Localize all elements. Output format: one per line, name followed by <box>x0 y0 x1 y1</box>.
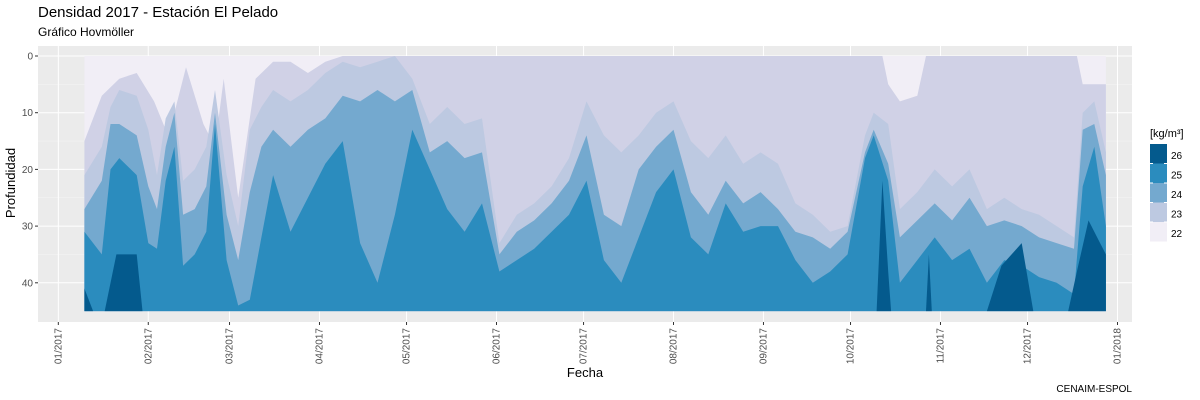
y-tick-label-3: 30 <box>22 222 34 233</box>
x-tick-label-10: 11/2017 <box>935 328 946 364</box>
density-band-26-patch-0 <box>84 288 94 312</box>
legend-title: [kg/m³] <box>1150 128 1184 140</box>
legend-label-25: 25 <box>1171 171 1183 182</box>
density-band-25b <box>84 124 1106 312</box>
caption-credit: CENAIM-ESPOL <box>1056 384 1132 395</box>
y-tick-label-1: 10 <box>22 108 34 119</box>
density-band-26-patch-3 <box>926 254 932 312</box>
x-tick-label-7: 08/2017 <box>669 328 680 365</box>
x-tick-label-1: 02/2017 <box>143 328 154 365</box>
density-bands <box>84 56 1106 312</box>
legend-label-23: 23 <box>1171 210 1183 221</box>
x-tick-label-9: 10/2017 <box>846 328 857 365</box>
legend-label-26: 26 <box>1171 151 1183 162</box>
legend-label-24: 24 <box>1171 190 1183 201</box>
x-tick-label-6: 07/2017 <box>579 328 590 365</box>
x-axis-title: Fecha <box>567 365 604 380</box>
y-tick-label-0: 0 <box>27 52 33 63</box>
x-tick-label-0: 01/2017 <box>53 328 64 365</box>
x-tick-label-4: 05/2017 <box>402 328 413 365</box>
legend-swatch-26 <box>1150 144 1167 164</box>
x-tick-label-8: 09/2017 <box>758 328 769 365</box>
density-band-26-patch-1 <box>104 254 143 312</box>
legend-swatch-22 <box>1150 222 1167 242</box>
legend-label-22: 22 <box>1171 229 1183 240</box>
legend-swatch-24 <box>1150 183 1167 203</box>
density-band-26-patch-4 <box>986 243 1034 312</box>
x-tick-label-12: 01/2018 <box>1112 328 1123 365</box>
y-axis-title: Profundidad <box>3 148 18 218</box>
legend-swatch-25 <box>1150 163 1167 183</box>
y-tick-label-2: 20 <box>22 165 34 176</box>
x-tick-label-3: 04/2017 <box>314 328 325 365</box>
y-axis-ticks: 0 10 20 30 40 <box>22 52 38 289</box>
density-band-26-patch-2 <box>876 180 892 312</box>
chart-title: Densidad 2017 - Estación El Pelado <box>38 4 278 21</box>
y-tick-label-4: 40 <box>22 278 34 289</box>
x-tick-label-2: 03/2017 <box>225 328 236 365</box>
chart-subtitle: Gráfico Hovmöller <box>38 25 134 39</box>
legend: [kg/m³] 26 25 24 23 22 <box>1150 128 1184 242</box>
x-tick-label-5: 06/2017 <box>491 328 502 365</box>
density-band-26-patch-5 <box>1068 220 1106 312</box>
x-tick-label-11: 12/2017 <box>1023 328 1034 365</box>
x-axis-ticks: 01/2017 02/2017 03/2017 04/2017 05/2017 06/20… <box>53 322 1123 364</box>
legend-swatch-23 <box>1150 202 1167 222</box>
